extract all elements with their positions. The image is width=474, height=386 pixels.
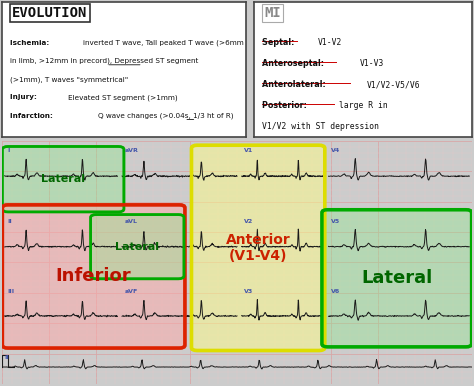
- Text: MI: MI: [264, 6, 281, 20]
- Text: aVF: aVF: [124, 289, 137, 294]
- Text: Ischemia:: Ischemia:: [9, 40, 52, 46]
- Text: Inferior: Inferior: [56, 267, 131, 286]
- Text: I: I: [7, 148, 9, 153]
- Text: V1-V3: V1-V3: [360, 59, 384, 68]
- FancyBboxPatch shape: [2, 205, 185, 348]
- FancyBboxPatch shape: [2, 146, 124, 212]
- FancyBboxPatch shape: [91, 215, 184, 279]
- Text: II: II: [7, 219, 12, 224]
- Text: in limb, >12mm in precord), Depressed ST segment: in limb, >12mm in precord), Depressed ST…: [9, 58, 198, 64]
- Text: V2: V2: [244, 219, 253, 224]
- Text: V1: V1: [244, 148, 253, 153]
- Text: II: II: [5, 355, 9, 360]
- Text: Lateral: Lateral: [361, 269, 432, 287]
- Text: Injury:: Injury:: [9, 95, 39, 100]
- Text: V1-V2: V1-V2: [318, 39, 343, 47]
- Text: aVL: aVL: [124, 219, 137, 224]
- Text: V1/V2-V5/V6: V1/V2-V5/V6: [367, 80, 420, 89]
- Text: Septal:: Septal:: [262, 39, 298, 47]
- Text: aVR: aVR: [124, 148, 138, 153]
- Text: Infarction:: Infarction:: [9, 113, 55, 119]
- Text: Q wave changes (>0.04s, 1/3 ht of R): Q wave changes (>0.04s, 1/3 ht of R): [98, 113, 233, 119]
- Text: V4: V4: [331, 148, 340, 153]
- Text: V5: V5: [331, 219, 340, 224]
- Text: V1/V2 with ST depression: V1/V2 with ST depression: [262, 122, 379, 131]
- Text: inverted T wave, Tall peaked T wave (>6mm: inverted T wave, Tall peaked T wave (>6m…: [83, 40, 244, 46]
- Text: Anterior
(V1-V4): Anterior (V1-V4): [226, 233, 291, 263]
- Text: large R in: large R in: [339, 101, 388, 110]
- Text: III: III: [7, 289, 14, 294]
- Text: Lateral: Lateral: [41, 174, 85, 184]
- Text: Lateral: Lateral: [115, 242, 159, 252]
- Text: (>1mm), T waves "symmetrical": (>1mm), T waves "symmetrical": [9, 76, 128, 83]
- Text: Posterior:: Posterior:: [262, 101, 310, 110]
- Text: Anterolateral:: Anterolateral:: [262, 80, 329, 89]
- Text: EVOLUTION: EVOLUTION: [12, 6, 88, 20]
- FancyBboxPatch shape: [322, 210, 472, 347]
- Text: V6: V6: [331, 289, 340, 294]
- Text: V3: V3: [244, 289, 253, 294]
- FancyBboxPatch shape: [191, 145, 325, 350]
- Text: Elevated ST segment (>1mm): Elevated ST segment (>1mm): [68, 95, 178, 101]
- Text: Anteroseptal:: Anteroseptal:: [262, 59, 327, 68]
